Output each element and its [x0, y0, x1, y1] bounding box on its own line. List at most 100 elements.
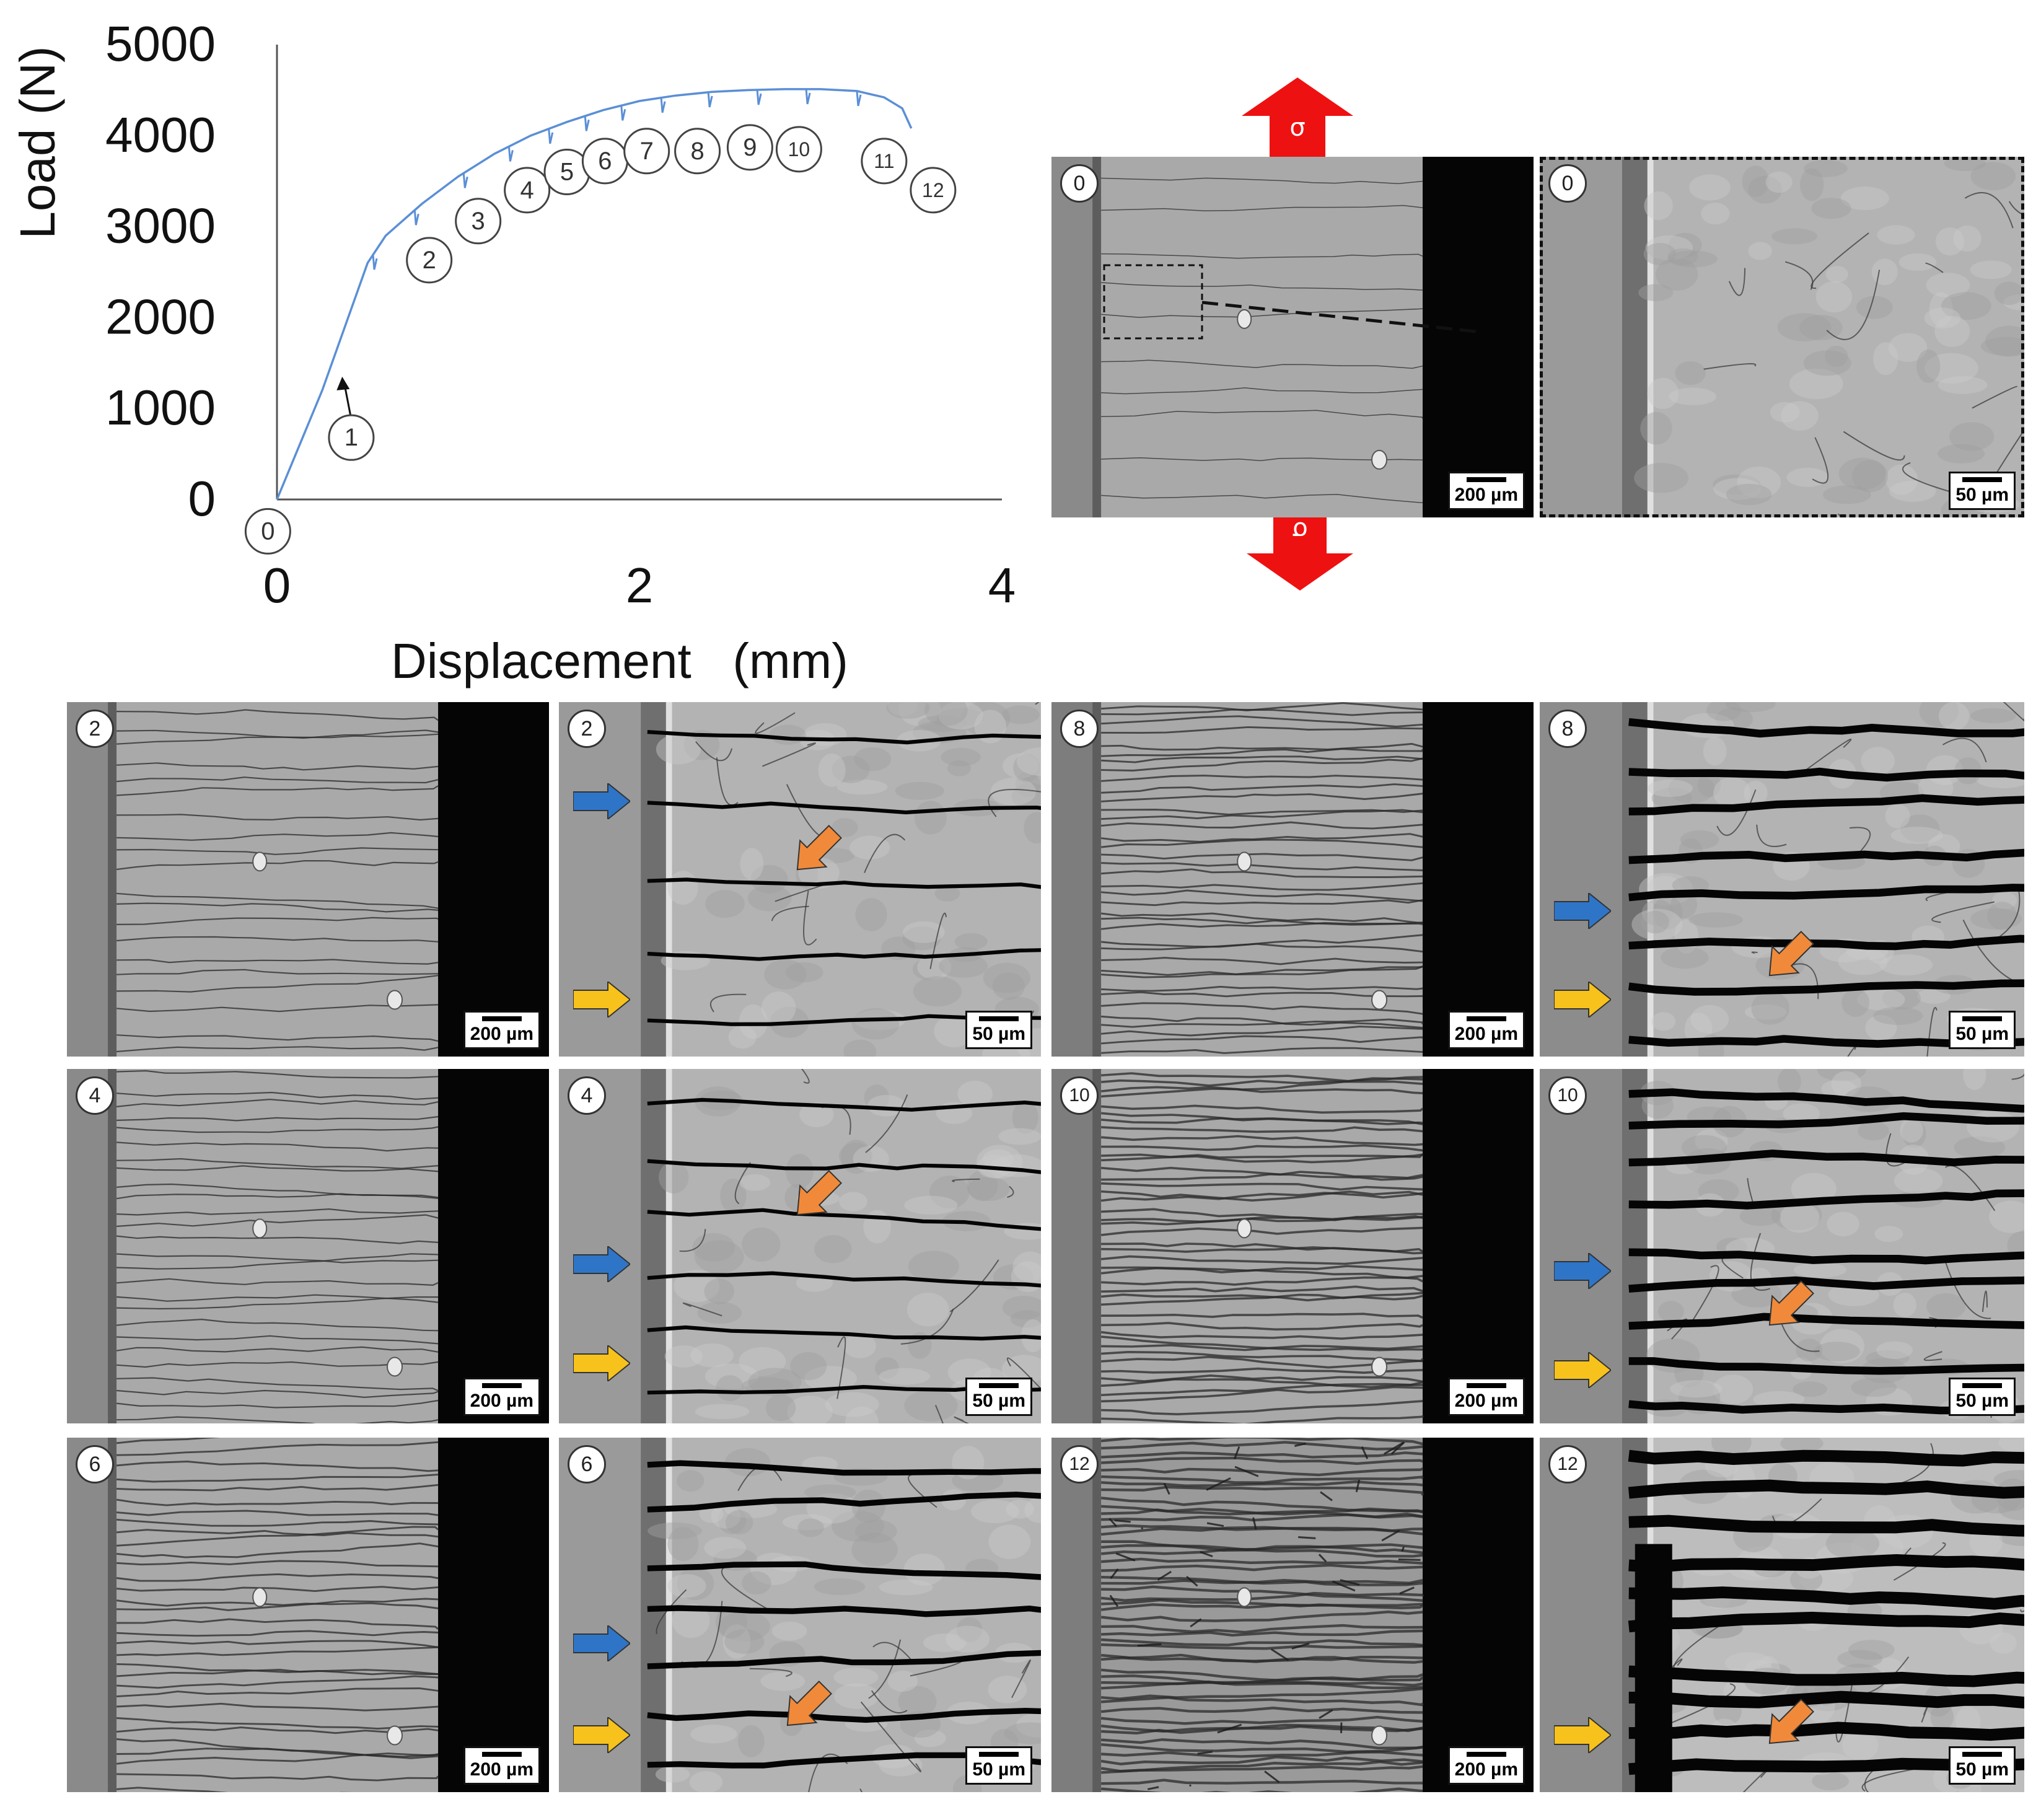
- state-badge: 2: [76, 710, 114, 748]
- background-region: [1423, 1069, 1534, 1423]
- crack-line: [116, 1484, 439, 1492]
- crack-line: [1101, 1467, 1424, 1477]
- substrate-region: [1540, 157, 1622, 517]
- state-badge: 6: [76, 1445, 114, 1484]
- stress-arrow-up: σ: [1242, 77, 1353, 157]
- crack-line: [1294, 1442, 1306, 1447]
- grain: [1024, 1497, 1041, 1523]
- grain: [1990, 1632, 2017, 1654]
- crack-line: [1101, 965, 1423, 976]
- grain: [689, 1771, 723, 1792]
- crack-line: [1101, 1291, 1423, 1306]
- grain: [1837, 1650, 1883, 1668]
- crack-line: [1628, 1514, 2024, 1537]
- scale-bar: 200 µm: [1447, 1011, 1525, 1049]
- crack-line: [952, 1178, 980, 1182]
- crack-line: [1109, 1594, 1119, 1607]
- crack-line: [1101, 1285, 1423, 1293]
- crack-line: [803, 890, 817, 946]
- blue-arrow-shape: [573, 1625, 631, 1661]
- crack-line: [749, 1668, 792, 1677]
- crack-line: [709, 993, 747, 1013]
- grain: [1856, 296, 1893, 319]
- crack-line: [954, 1416, 969, 1423]
- crack-line: [1007, 1185, 1014, 1198]
- crack-line: [1100, 1117, 1423, 1125]
- orange-arrow-shape: [796, 824, 842, 870]
- crack-line: [1206, 1477, 1231, 1491]
- scale-bar-line: [1466, 1752, 1506, 1757]
- annotation-arrow: [343, 385, 353, 420]
- crack-line: [116, 1115, 439, 1122]
- crack-line: [1101, 809, 1423, 815]
- crack-line: [1298, 1536, 1316, 1539]
- grain: [739, 1347, 786, 1376]
- crack-line: [1728, 268, 1746, 296]
- grain: [667, 871, 698, 905]
- crack-line: [1319, 1709, 1333, 1719]
- grain: [1790, 1567, 1823, 1592]
- y-tick-label: 3000: [105, 198, 216, 253]
- grain: [1874, 1226, 1903, 1242]
- grain: [1871, 258, 1898, 286]
- crack-line: [116, 1377, 439, 1392]
- grain: [724, 1629, 765, 1654]
- micrograph-texture: [559, 702, 1041, 1057]
- crack-line: [1100, 1079, 1423, 1087]
- grain: [1744, 780, 1768, 806]
- crack-line: [2003, 702, 2024, 722]
- scale-bar-label: 50 µm: [972, 1759, 1025, 1780]
- grain: [1820, 1329, 1864, 1364]
- grain: [1724, 1652, 1773, 1674]
- grain: [1919, 702, 1959, 728]
- crack-line: [762, 742, 816, 767]
- background-region: [438, 1069, 549, 1423]
- micrograph-texture: [1540, 1438, 2024, 1792]
- state-marker-circle: [623, 128, 670, 175]
- interface-edge: [1647, 1069, 1654, 1423]
- crack-line: [1100, 1591, 1424, 1602]
- grain: [1651, 788, 1692, 809]
- crack-line: [116, 1518, 439, 1527]
- grain: [1799, 315, 1843, 341]
- crack-line: [647, 1460, 1041, 1476]
- coating-region: [116, 702, 439, 1057]
- state-badge: 12: [1060, 1445, 1099, 1484]
- state-marker-label: 1: [345, 424, 358, 451]
- grain: [1726, 483, 1772, 506]
- grain: [825, 1392, 879, 1417]
- state-marker-label: 7: [640, 138, 654, 165]
- grain: [1817, 1069, 1866, 1081]
- stress-arrow-down: σ: [1247, 516, 1353, 591]
- crack-line: [1100, 1226, 1423, 1236]
- serration-mark: [856, 90, 862, 107]
- serration-mark: [756, 89, 762, 105]
- grain: [1713, 474, 1761, 495]
- micrograph-texture: [67, 1438, 549, 1792]
- grain: [1713, 478, 1762, 500]
- grain: [903, 1554, 945, 1586]
- grain: [1688, 912, 1744, 928]
- crack-line: [1100, 1526, 1423, 1536]
- grain: [1006, 1499, 1034, 1519]
- interface-band: [1092, 702, 1102, 1057]
- state-badge: 2: [568, 710, 606, 748]
- grain: [787, 1396, 833, 1423]
- state-marker-circle: [455, 198, 502, 245]
- crack-line: [865, 1094, 908, 1153]
- state-badge: 6: [568, 1445, 606, 1484]
- crack-line: [116, 917, 439, 925]
- crack-line: [116, 1461, 439, 1472]
- crack-line: [116, 1598, 439, 1611]
- scale-bar: 200 µm: [463, 1378, 540, 1416]
- grain: [1765, 171, 1793, 193]
- grain: [917, 954, 952, 980]
- grain: [855, 898, 887, 931]
- state-marker-circle: [775, 126, 822, 173]
- grain: [1643, 242, 1676, 266]
- crack-line: [1811, 232, 1869, 289]
- scale-bar-line: [481, 1016, 522, 1021]
- grain: [1016, 1713, 1041, 1738]
- yellow-arrow-shape: [1554, 1717, 1612, 1754]
- grain: [704, 1363, 759, 1389]
